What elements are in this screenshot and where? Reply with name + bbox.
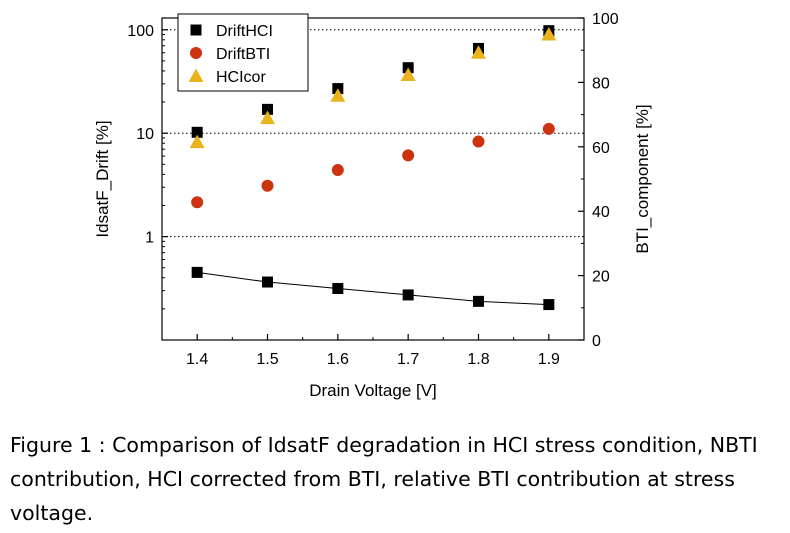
data-point xyxy=(332,282,344,294)
series-layer xyxy=(189,25,557,311)
y-axis-left: 1 10 100 xyxy=(127,23,168,310)
data-point xyxy=(402,149,415,162)
y2-tick-label: 0 xyxy=(592,333,601,350)
data-point xyxy=(402,289,414,301)
x-tick-label: 1.8 xyxy=(467,351,489,368)
data-point xyxy=(471,45,486,59)
y2-tick-label: 100 xyxy=(592,11,619,28)
data-point xyxy=(543,299,555,311)
x-tick-label: 1.6 xyxy=(327,351,349,368)
y-axis-label: IdsatF_Drift [%] xyxy=(93,120,112,237)
data-point xyxy=(261,179,274,192)
legend-label: DriftHCI xyxy=(216,23,273,40)
y-tick-label: 1 xyxy=(145,230,154,247)
data-point xyxy=(191,266,203,278)
data-point xyxy=(262,276,273,288)
data-point xyxy=(189,134,205,149)
figure-caption: Figure 1 : Comparison of IdsatF degradat… xyxy=(10,433,758,525)
chart: 1.4 1.5 1.6 1.7 1.8 1.9 1 10 100 0 20 40 60 80 100 D… xyxy=(93,11,652,400)
y2-tick-label: 40 xyxy=(592,204,610,221)
y-tick-label: 10 xyxy=(136,126,154,143)
y2-tick-label: 20 xyxy=(592,269,610,286)
series-hcicor xyxy=(189,27,557,149)
y2-tick-label: 60 xyxy=(592,140,610,157)
data-point xyxy=(541,27,557,41)
x-tick-label: 1.5 xyxy=(256,351,278,368)
y2-axis-label: BTI_component [%] xyxy=(633,104,652,253)
x-tick-label: 1.4 xyxy=(186,351,208,368)
legend-marker xyxy=(190,24,202,36)
data-point xyxy=(472,135,485,148)
data-point xyxy=(260,110,275,125)
data-point xyxy=(331,164,344,177)
legend-label: DriftBTI xyxy=(216,46,270,63)
legend-marker xyxy=(190,47,202,59)
legend-label: HCIcor xyxy=(216,69,266,86)
x-axis: 1.4 1.5 1.6 1.7 1.8 1.9 xyxy=(186,334,560,368)
data-point xyxy=(191,196,204,209)
legend-marker xyxy=(188,68,204,82)
x-tick-label: 1.9 xyxy=(538,351,560,368)
series-line xyxy=(197,271,549,306)
series-driftbti xyxy=(191,122,555,209)
data-point xyxy=(400,67,416,82)
x-axis-label: Drain Voltage [V] xyxy=(309,381,437,400)
legend: DriftHCI DriftBTI HCIcor xyxy=(177,13,309,92)
data-point xyxy=(542,122,555,135)
y2-tick-label: 80 xyxy=(592,75,610,92)
data-point xyxy=(191,126,203,138)
y-axis-right: 0 20 40 60 80 100 xyxy=(578,11,619,350)
x-tick-label: 1.7 xyxy=(397,351,419,368)
data-point xyxy=(473,295,484,307)
y-tick-label: 100 xyxy=(127,23,154,40)
data-point xyxy=(262,103,273,115)
series-bti-component xyxy=(191,266,555,311)
data-point xyxy=(330,88,346,102)
